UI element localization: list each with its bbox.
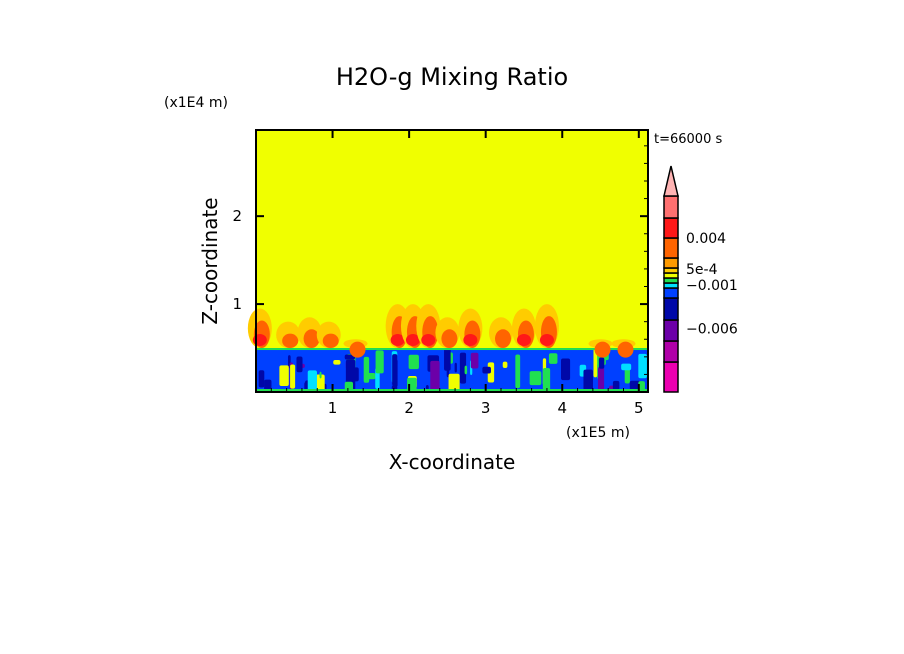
plume-core [495, 329, 511, 349]
plume-core [441, 329, 458, 349]
plume-core [322, 333, 339, 349]
x-tick-label: 4 [557, 399, 567, 417]
plume-max [516, 334, 531, 347]
field-cell [454, 362, 457, 373]
field-cell [444, 348, 451, 371]
colorbar-level [663, 319, 679, 342]
colorbar-label: 0.004 [686, 231, 726, 247]
x-axis-label: X-coordinate [389, 450, 516, 474]
y-tick-label: 1 [232, 295, 242, 313]
plume-max [252, 334, 267, 347]
axis-ticks: 1 2 3 4 5 1 2 [232, 130, 648, 417]
field-cell [464, 365, 468, 375]
x-tick-label: 1 [328, 399, 338, 417]
field-cell [548, 353, 558, 364]
plot-frame [255, 129, 649, 393]
colorbar-level [663, 287, 679, 299]
chart-title: H2O-g Mixing Ratio [336, 63, 568, 91]
plume-max [405, 334, 420, 347]
field-cell [621, 363, 632, 371]
surface-line [256, 389, 648, 391]
contour-field [247, 130, 648, 392]
plume-core [282, 333, 299, 349]
colorbar: 0.004 5e-4−0.001 −0.006 [663, 165, 738, 393]
colorbar-level [663, 257, 679, 269]
colorbar-level [663, 297, 679, 321]
field-cell [597, 366, 605, 392]
y-unit-label: (x1E4 m) [164, 95, 228, 111]
plume-core [349, 341, 366, 358]
plume-max [463, 334, 478, 347]
y-tick-label: 2 [232, 207, 242, 225]
field-cell [482, 366, 491, 374]
colorbar-level [663, 217, 679, 239]
field-cell [598, 357, 605, 369]
field-cell [502, 361, 508, 368]
plume-max [421, 334, 436, 347]
colorbar-extend-arrow [663, 165, 679, 197]
field-cell [363, 356, 370, 383]
colorbar-label: 5e-4 [686, 262, 718, 278]
field-cell [529, 371, 542, 386]
field-cell [352, 367, 359, 382]
plume-core [594, 341, 611, 358]
field-cell [470, 352, 479, 369]
plume-max [390, 334, 405, 347]
field-cell [430, 360, 440, 392]
field-cell [561, 358, 571, 381]
field-cell [279, 365, 289, 386]
field-cell [583, 369, 593, 392]
plume-core [617, 341, 634, 358]
field-cell [408, 354, 419, 370]
field-cell [593, 348, 598, 378]
inversion-line [256, 348, 648, 351]
field-cell [392, 354, 398, 386]
field-cell [319, 371, 322, 379]
field-cell [258, 370, 265, 388]
field-cell [515, 354, 521, 389]
field-cell [638, 353, 647, 379]
field-cell [448, 373, 460, 392]
field-cell [290, 364, 296, 389]
field-cell [542, 368, 551, 391]
field-cell [333, 359, 341, 365]
field-cell [307, 370, 317, 392]
colorbar-label: −0.006 [686, 321, 738, 337]
field-cell [264, 379, 272, 392]
colorbar-level [663, 195, 679, 219]
colorbar-level [663, 361, 679, 393]
y-axis-label: Z-coordinate [198, 197, 222, 324]
x-unit-label: (x1E5 m) [566, 425, 630, 441]
field-cell [296, 356, 303, 373]
colorbar-level [663, 340, 679, 363]
x-tick-label: 3 [481, 399, 491, 417]
colorbar-label: −0.001 [686, 278, 738, 294]
field-cell [459, 352, 467, 384]
plume-max [539, 334, 554, 347]
plume-core [303, 329, 320, 349]
x-tick-label: 2 [404, 399, 414, 417]
field-cell [315, 374, 325, 392]
colorbar-level [663, 237, 679, 259]
field-cell [375, 350, 384, 374]
x-tick-label: 5 [634, 399, 644, 417]
time-label: t=66000 s [654, 132, 722, 147]
